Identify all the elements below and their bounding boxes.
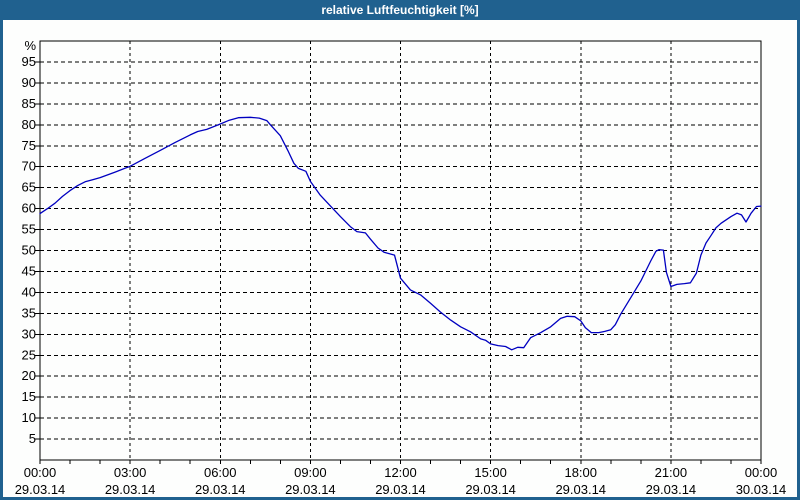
y-tick-label: 35 — [22, 305, 36, 320]
window-titlebar: relative Luftfeuchtigkeit [%] — [3, 0, 797, 20]
x-tick-date-label: 29.03.14 — [195, 482, 246, 497]
x-tick-time-label: 15:00 — [474, 465, 507, 480]
y-tick-label: 90 — [22, 75, 36, 90]
x-tick-time-label: 00:00 — [745, 465, 778, 480]
x-tick-date-label: 29.03.14 — [646, 482, 697, 497]
y-tick-label: 30 — [22, 326, 36, 341]
x-tick-time-label: 21:00 — [655, 465, 688, 480]
x-tick-time-label: 03:00 — [114, 465, 147, 480]
x-tick-time-label: 06:00 — [204, 465, 237, 480]
y-tick-label: 45 — [22, 263, 36, 278]
y-tick-label: 10 — [22, 410, 36, 425]
x-tick-time-label: 12:00 — [384, 465, 417, 480]
gridlines — [40, 41, 761, 460]
y-axis-unit-label: % — [24, 38, 36, 53]
series-lines — [39, 116, 762, 351]
y-tick-label: 5 — [29, 431, 36, 446]
y-tick-label: 70 — [22, 159, 36, 174]
x-tick-time-label: 09:00 — [294, 465, 327, 480]
y-tick-label: 55 — [22, 222, 36, 237]
y-tick-label: 15 — [22, 389, 36, 404]
y-tick-label: 40 — [22, 284, 36, 299]
humidity-line — [39, 116, 762, 351]
y-tick-label: 75 — [22, 138, 36, 153]
x-axis: 00:00 29.03.14 03:00 29.03.14 06:00 29.03.14 0… — [15, 460, 787, 497]
window-title: relative Luftfeuchtigkeit [%] — [321, 3, 479, 17]
humidity-chart: 5 10 15 20 25 30 35 40 45 50 55 60 65 70 75 80 85 90 95% 0… — [15, 38, 787, 497]
y-tick-label: 65 — [22, 180, 36, 195]
x-tick-date-label: 29.03.14 — [105, 482, 156, 497]
y-tick-label: 20 — [22, 368, 36, 383]
x-tick-date-label: 29.03.14 — [285, 482, 336, 497]
y-tick-label: 85 — [22, 96, 36, 111]
x-tick-time-label: 18:00 — [564, 465, 597, 480]
y-tick-label: 25 — [22, 347, 36, 362]
x-tick-date-label: 29.03.14 — [375, 482, 426, 497]
x-tick-date-label: 30.03.14 — [736, 482, 787, 497]
y-tick-label: 95 — [22, 54, 36, 69]
y-tick-label: 50 — [22, 243, 36, 258]
x-tick-time-label: 00:00 — [24, 465, 57, 480]
y-tick-label: 60 — [22, 201, 36, 216]
y-tick-label: 80 — [22, 117, 36, 132]
y-axis: 5 10 15 20 25 30 35 40 45 50 55 60 65 70 75 80 85 90 95% — [22, 38, 40, 446]
x-tick-date-label: 29.03.14 — [15, 482, 66, 497]
x-tick-date-label: 29.03.14 — [555, 482, 606, 497]
chart-area: 5 10 15 20 25 30 35 40 45 50 55 60 65 70 75 80 85 90 95% 0… — [3, 20, 797, 497]
x-tick-date-label: 29.03.14 — [465, 482, 516, 497]
